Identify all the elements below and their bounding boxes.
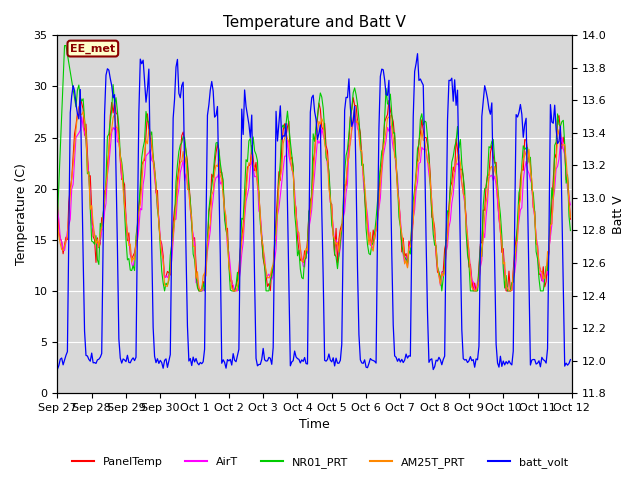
Y-axis label: Temperature (C): Temperature (C) <box>15 163 28 265</box>
Text: EE_met: EE_met <box>70 43 115 54</box>
Title: Temperature and Batt V: Temperature and Batt V <box>223 15 406 30</box>
Y-axis label: Batt V: Batt V <box>612 195 625 234</box>
Legend: PanelTemp, AirT, NR01_PRT, AM25T_PRT, batt_volt: PanelTemp, AirT, NR01_PRT, AM25T_PRT, ba… <box>68 452 572 472</box>
X-axis label: Time: Time <box>300 419 330 432</box>
